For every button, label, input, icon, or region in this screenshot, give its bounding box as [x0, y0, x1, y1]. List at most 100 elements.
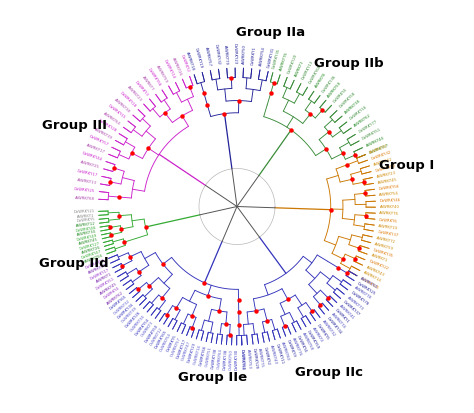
Text: DoWRKY34: DoWRKY34 [326, 316, 342, 335]
Text: OsWRKY32: OsWRKY32 [112, 299, 131, 316]
Text: AtWRKY56: AtWRKY56 [83, 254, 104, 264]
Text: DoWRKY49: DoWRKY49 [76, 234, 98, 242]
Text: DoWRKY37: DoWRKY37 [342, 300, 361, 317]
Text: AtWRKY76: AtWRKY76 [379, 211, 400, 216]
Text: DoWRKY65: DoWRKY65 [109, 294, 128, 311]
Text: AtWRKY79: AtWRKY79 [223, 44, 228, 64]
Text: AtWRKY18: AtWRKY18 [185, 51, 195, 71]
Text: DoWRKY9: DoWRKY9 [285, 339, 295, 358]
Text: DoWRKY28: DoWRKY28 [97, 119, 117, 133]
Text: DoWRKY2: DoWRKY2 [180, 54, 190, 73]
Text: DoWRKY4: DoWRKY4 [333, 87, 348, 104]
Text: DoWRKY46: DoWRKY46 [379, 198, 401, 203]
Text: DoWRKY17: DoWRKY17 [89, 268, 110, 281]
Text: AtWRKY45: AtWRKY45 [79, 238, 99, 246]
Text: DoWRKY3: DoWRKY3 [134, 80, 148, 97]
Text: AtWRKY61: AtWRKY61 [359, 276, 379, 290]
Text: DoWRKY34: DoWRKY34 [116, 303, 135, 320]
Text: OsWRKY14: OsWRKY14 [193, 344, 202, 365]
Text: DoWRKY38: DoWRKY38 [223, 349, 228, 370]
Text: AtWRKY44: AtWRKY44 [365, 136, 385, 148]
Text: AtWRKY26: AtWRKY26 [81, 246, 101, 255]
Text: OsWRKY50: OsWRKY50 [228, 349, 233, 370]
Text: AtWRKY68: AtWRKY68 [74, 196, 95, 201]
Text: DoWRKY4: DoWRKY4 [103, 286, 121, 300]
Text: AtWRKY64: AtWRKY64 [102, 112, 121, 126]
Text: DoWRKY57: DoWRKY57 [88, 135, 109, 147]
Text: Group IIc: Group IIc [295, 366, 364, 379]
Text: DoWRKY68: DoWRKY68 [308, 64, 322, 85]
Text: DoWRKY57: DoWRKY57 [368, 143, 390, 155]
Text: DoWRKY44: DoWRKY44 [82, 152, 103, 162]
Text: DoWRKY59: DoWRKY59 [306, 329, 320, 349]
Text: AtWRKY40: AtWRKY40 [380, 205, 400, 209]
Text: AtWRKY76: AtWRKY76 [291, 337, 302, 357]
Text: OsWRKY3: OsWRKY3 [140, 320, 155, 338]
Text: DoWRKY27: DoWRKY27 [78, 242, 100, 251]
Text: AtWRKY45: AtWRKY45 [99, 282, 118, 296]
Text: DoWRKY35: DoWRKY35 [372, 248, 393, 258]
Text: AtWRKY2: AtWRKY2 [311, 326, 324, 343]
Text: DoWRKY22: DoWRKY22 [368, 259, 389, 271]
Text: DoWRKY77: DoWRKY77 [358, 120, 378, 134]
Text: AtWRKY59: AtWRKY59 [155, 64, 168, 83]
Text: DoWRKY65: DoWRKY65 [154, 329, 168, 349]
Text: AtWRKY62: AtWRKY62 [106, 290, 124, 306]
Text: DoWRKY78: DoWRKY78 [350, 291, 369, 306]
Text: AtWRKY39: AtWRKY39 [93, 127, 113, 140]
Text: DoWRKY13: DoWRKY13 [301, 60, 314, 81]
Text: AtWRKY37: AtWRKY37 [88, 263, 108, 275]
Text: AtWRKY34: AtWRKY34 [77, 230, 97, 237]
Text: DoWRKY20: DoWRKY20 [287, 53, 298, 74]
Text: DoWRKY14: DoWRKY14 [163, 59, 175, 80]
Text: AtWRKY8: AtWRKY8 [314, 72, 328, 89]
Text: OsWRKY51: OsWRKY51 [240, 349, 245, 370]
Text: AtWRKY37: AtWRKY37 [368, 144, 388, 155]
Text: DoWRKY21: DoWRKY21 [73, 209, 94, 214]
Text: DoWRKY46: DoWRKY46 [75, 226, 96, 233]
Text: DoWRKY30: DoWRKY30 [235, 349, 239, 370]
Text: AtWRKY26: AtWRKY26 [171, 56, 182, 76]
Text: DoWRKY47: DoWRKY47 [81, 249, 102, 260]
Text: OsWRKY51: OsWRKY51 [205, 346, 212, 368]
Text: AtWRKY78: AtWRKY78 [353, 286, 372, 301]
Text: DoWRKY35: DoWRKY35 [272, 48, 281, 69]
Text: OsWRKY57: OsWRKY57 [170, 337, 182, 357]
Text: AtWRKY23: AtWRKY23 [126, 85, 143, 102]
Text: AtWRKY17: AtWRKY17 [86, 143, 106, 154]
Text: OsWRKY39: OsWRKY39 [121, 306, 138, 324]
Text: OsWRKY54: OsWRKY54 [159, 332, 173, 352]
Text: AtWRKY50: AtWRKY50 [242, 44, 246, 64]
Text: DoWRKY26: DoWRKY26 [125, 310, 142, 328]
Text: AtWRKY53: AtWRKY53 [246, 349, 251, 369]
Text: DoWRKY60: DoWRKY60 [240, 349, 245, 370]
Text: DoWRKY25: DoWRKY25 [356, 281, 376, 296]
Text: AtWRKY58: AtWRKY58 [301, 332, 314, 351]
Text: AtWRKY62: AtWRKY62 [354, 113, 372, 128]
Text: AtWRKY14: AtWRKY14 [363, 271, 382, 283]
Text: DoWRKY17: DoWRKY17 [77, 169, 98, 178]
Text: DoWRKY38: DoWRKY38 [210, 347, 218, 369]
Text: AtWRKY59: AtWRKY59 [374, 242, 394, 251]
Text: DoWRKY66: DoWRKY66 [199, 345, 207, 367]
Text: AtWRKY38: AtWRKY38 [114, 98, 131, 114]
Text: OsWRKY47: OsWRKY47 [182, 340, 192, 361]
Text: AtWRKY75: AtWRKY75 [257, 347, 264, 367]
Text: DoWRKY56: DoWRKY56 [147, 68, 162, 88]
Text: DoWRKY19: DoWRKY19 [194, 47, 203, 69]
Text: DoWRKY16: DoWRKY16 [349, 105, 368, 121]
Text: DoWRKY1: DoWRKY1 [250, 46, 256, 65]
Text: DoWRKY32: DoWRKY32 [213, 44, 220, 65]
Text: AtWRKY43: AtWRKY43 [269, 344, 277, 365]
Text: DoWRKY17: DoWRKY17 [175, 339, 187, 360]
Text: DoWRKY18: DoWRKY18 [119, 90, 137, 108]
Text: AtWRKY1: AtWRKY1 [95, 273, 112, 284]
Text: AtWRKY23: AtWRKY23 [376, 171, 396, 178]
Text: OsWRKY64: OsWRKY64 [217, 348, 223, 369]
Text: AtWRKY32: AtWRKY32 [321, 320, 336, 338]
Text: DoWRKY6: DoWRKY6 [379, 218, 398, 223]
Text: DoWRKY1: DoWRKY1 [334, 308, 350, 325]
Text: Group IIe: Group IIe [178, 371, 247, 384]
Text: AtWRKY45: AtWRKY45 [377, 177, 398, 185]
Text: OsWRKY34: OsWRKY34 [129, 314, 146, 332]
